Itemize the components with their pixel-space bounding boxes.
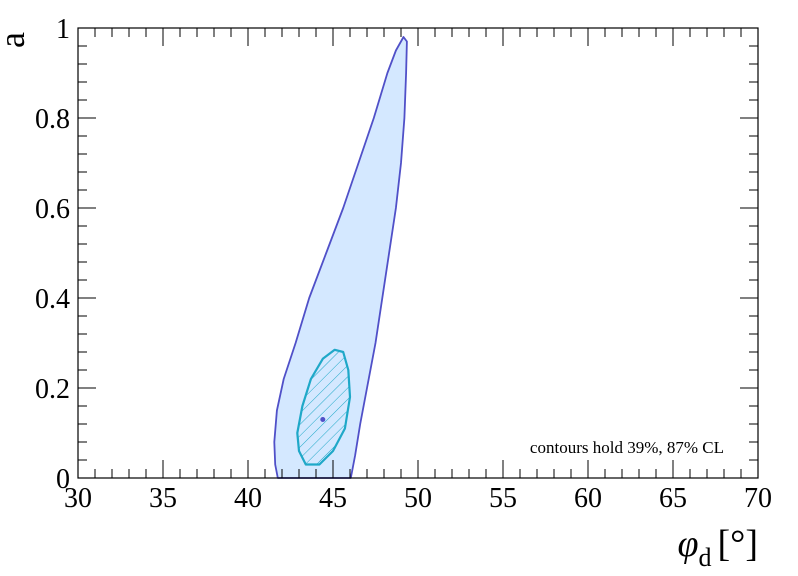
y-axis-title: a (0, 32, 32, 48)
best-fit-marker (320, 417, 326, 422)
y-tick-label: 0.8 (35, 104, 70, 135)
y-tick-label: 0.4 (35, 284, 70, 315)
x-tick-label: 70 (744, 483, 772, 514)
x-tick-label: 55 (489, 483, 517, 514)
tick-layer (77, 27, 759, 479)
x-axis-subscript: d (698, 543, 711, 572)
x-axis-symbol: φ (677, 523, 698, 565)
x-tick-label: 60 (574, 483, 602, 514)
x-tick-label: 30 (64, 483, 92, 514)
contour-layer (273, 36, 408, 479)
y-tick-label: 0.6 (35, 194, 70, 225)
x-tick-label: 50 (404, 483, 432, 514)
y-tick-label: 1 (56, 14, 70, 45)
y-tick-label: 0 (56, 464, 70, 495)
y-tick-label: 0.2 (35, 374, 70, 405)
x-axis-title: φd [°] (677, 523, 758, 572)
x-tick-label: 35 (149, 483, 177, 514)
x-axis-unit: [°] (717, 523, 758, 565)
plot-background (78, 28, 758, 478)
annotation-text: contours hold 39%, 87% CL (530, 438, 724, 457)
x-tick-label: 45 (319, 483, 347, 514)
contour-region-inner (296, 348, 352, 466)
x-tick-label: 65 (659, 483, 687, 514)
x-tick-label: 40 (234, 483, 262, 514)
label-layer: 30 35 40 45 50 55 60 65 70 0 0.2 0.4 0.6 0.8 1 (35, 14, 772, 514)
